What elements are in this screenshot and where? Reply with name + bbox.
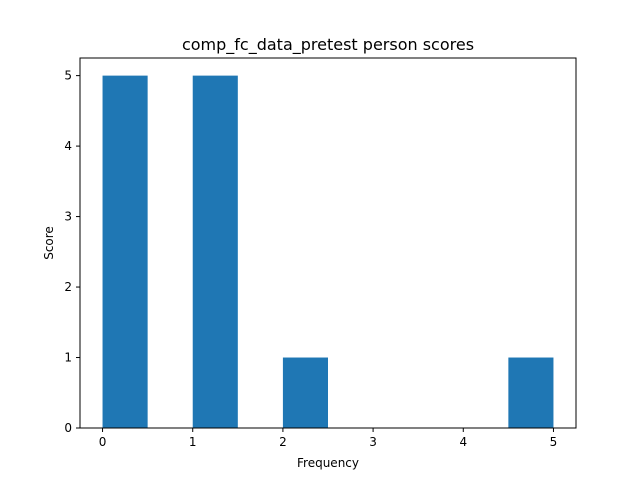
- histogram-bar-4: [282, 357, 328, 428]
- y-tick-label: 5: [64, 69, 72, 83]
- x-axis-ticks: 0 1 2 3 4 5: [99, 428, 558, 449]
- y-tick-label: 2: [64, 280, 72, 294]
- y-tick-label: 0: [64, 421, 72, 435]
- x-tick-label: 2: [279, 435, 287, 449]
- plot-frame: [79, 57, 577, 429]
- y-axis-label: Score: [42, 226, 56, 260]
- x-tick-label: 4: [459, 435, 467, 449]
- y-tick-label: 4: [64, 139, 72, 153]
- y-tick-label: 3: [64, 210, 72, 224]
- x-tick-label: 0: [99, 435, 107, 449]
- x-axis-label: Frequency: [297, 456, 359, 470]
- histogram-bar-2: [192, 75, 238, 428]
- histogram-bar-9: [508, 357, 554, 428]
- histogram-bar-0: [102, 75, 148, 428]
- bars-group: [102, 75, 554, 428]
- y-axis-ticks: 0 1 2 3 4 5: [64, 69, 80, 435]
- x-tick-label: 5: [550, 435, 558, 449]
- x-tick-label: 1: [189, 435, 197, 449]
- x-tick-label: 3: [369, 435, 377, 449]
- y-tick-label: 1: [64, 351, 72, 365]
- chart-title: comp_fc_data_pretest person scores: [182, 35, 474, 55]
